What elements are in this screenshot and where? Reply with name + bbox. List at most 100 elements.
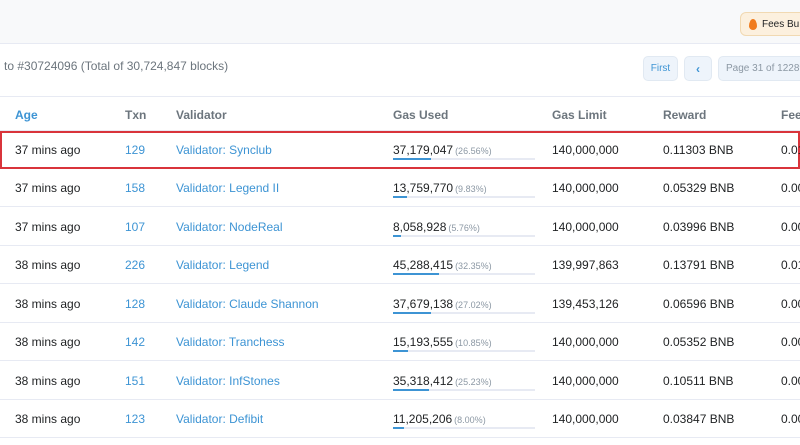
gas-limit-cell: 140,000,000 bbox=[552, 181, 619, 195]
txn-count-link[interactable]: 107 bbox=[125, 220, 146, 234]
age-cell: 37 mins ago bbox=[15, 143, 81, 157]
gas-used-bar-fill bbox=[393, 312, 432, 314]
gas-used-cell: 11,205,206 (8.00%) bbox=[393, 412, 486, 426]
reward-cell: 0.05329 BNB bbox=[663, 181, 735, 195]
txn-count-link[interactable]: 158 bbox=[125, 181, 146, 195]
gas-limit-cell: 140,000,000 bbox=[552, 412, 619, 426]
table-row: 37 mins ago 158 Validator: Legend II 13,759… bbox=[0, 169, 800, 207]
pagination: First ‹ Page 31 of 12289 bbox=[643, 56, 800, 81]
column-header-age[interactable]: Age bbox=[15, 108, 38, 122]
reward-cell: 0.03996 BNB bbox=[663, 220, 735, 234]
gas-used-bar bbox=[393, 427, 535, 429]
table-row: 38 mins ago 128 Validator: Claude Shannon 3… bbox=[0, 285, 800, 323]
validator-link[interactable]: Validator: InfStones bbox=[176, 374, 280, 388]
gas-used-value: 11,205,206 bbox=[393, 412, 453, 426]
column-header-txn: Txn bbox=[125, 108, 147, 122]
column-header-reward: Reward bbox=[663, 108, 707, 122]
reward-cell: 0.03847 BNB bbox=[663, 412, 735, 426]
table-header: Age Txn Validator Gas Used Gas Limit Rew… bbox=[0, 96, 800, 131]
gas-used-percent: (8.00%) bbox=[454, 415, 486, 425]
gas-limit-cell: 140,000,000 bbox=[552, 374, 619, 388]
gas-used-bar bbox=[393, 350, 535, 352]
validator-link[interactable]: Validator: Legend II bbox=[176, 181, 280, 195]
blocks-summary: to #30724096 (Total of 30,724,847 blocks… bbox=[4, 59, 229, 73]
gas-used-bar-fill bbox=[393, 273, 439, 275]
previous-page-button[interactable]: ‹ bbox=[684, 56, 712, 81]
gas-limit-cell: 140,000,000 bbox=[552, 220, 619, 234]
age-cell: 38 mins ago bbox=[15, 258, 81, 272]
fees-badge-label: Fees Bu bbox=[762, 18, 800, 30]
gas-limit-cell: 140,000,000 bbox=[552, 143, 619, 157]
fee-cell: 0.00 bbox=[781, 335, 800, 349]
fee-cell: 0.00 bbox=[781, 220, 800, 234]
table-row: 37 mins ago 129 Validator: Synclub 37,179,0… bbox=[0, 131, 800, 169]
age-cell: 37 mins ago bbox=[15, 220, 81, 234]
gas-used-value: 13,759,770 bbox=[393, 181, 454, 195]
gas-used-value: 37,179,047 bbox=[393, 143, 454, 157]
gas-used-percent: (25.23%) bbox=[455, 377, 492, 387]
reward-cell: 0.11303 BNB bbox=[663, 143, 734, 157]
age-cell: 37 mins ago bbox=[15, 181, 81, 195]
gas-limit-cell: 139,997,863 bbox=[552, 258, 619, 272]
txn-count-link[interactable]: 123 bbox=[125, 412, 146, 426]
gas-used-cell: 35,318,412 (25.23%) bbox=[393, 374, 492, 388]
gas-used-bar-fill bbox=[393, 158, 431, 160]
gas-limit-cell: 140,000,000 bbox=[552, 335, 619, 349]
gas-used-cell: 15,193,555 (10.85%) bbox=[393, 335, 492, 349]
txn-count-link[interactable]: 129 bbox=[125, 143, 146, 157]
txn-count-link[interactable]: 226 bbox=[125, 258, 146, 272]
gas-used-value: 37,679,138 bbox=[393, 297, 454, 311]
gas-used-bar bbox=[393, 235, 535, 237]
txn-count-link[interactable]: 128 bbox=[125, 297, 146, 311]
gas-used-cell: 45,288,415 (32.35%) bbox=[393, 258, 492, 272]
reward-cell: 0.06596 BNB bbox=[663, 297, 735, 311]
validator-link[interactable]: Validator: NodeReal bbox=[176, 220, 283, 234]
validator-link[interactable]: Validator: Defibit bbox=[176, 412, 264, 426]
gas-used-bar-fill bbox=[393, 389, 429, 391]
validator-link[interactable]: Validator: Tranchess bbox=[176, 335, 285, 349]
gas-used-bar-fill bbox=[393, 350, 409, 352]
fee-cell: 0.00 bbox=[781, 374, 800, 388]
gas-used-cell: 37,179,047 (26.56%) bbox=[393, 143, 492, 157]
gas-used-percent: (9.83%) bbox=[455, 184, 487, 194]
first-page-button[interactable]: First bbox=[643, 56, 678, 81]
fee-cell: 0.01 bbox=[781, 258, 800, 272]
gas-used-percent: (26.56%) bbox=[455, 146, 492, 156]
reward-cell: 0.10511 BNB bbox=[663, 374, 734, 388]
age-cell: 38 mins ago bbox=[15, 335, 81, 349]
table-row: 38 mins ago 151 Validator: InfStones 35,318… bbox=[0, 362, 800, 400]
gas-used-bar bbox=[393, 158, 535, 160]
table-row: 38 mins ago 226 Validator: Legend 45,288,41… bbox=[0, 246, 800, 284]
validator-link[interactable]: Validator: Legend bbox=[176, 258, 270, 272]
gas-used-bar bbox=[393, 196, 535, 198]
age-cell: 38 mins ago bbox=[15, 297, 81, 311]
fee-cell: 0.01 bbox=[781, 143, 800, 157]
fees-badge[interactable]: Fees Bu bbox=[740, 12, 800, 36]
gas-used-value: 45,288,415 bbox=[393, 258, 454, 272]
reward-cell: 0.05352 BNB bbox=[663, 335, 735, 349]
gas-used-value: 15,193,555 bbox=[393, 335, 454, 349]
gas-limit-cell: 139,453,126 bbox=[552, 297, 619, 311]
top-bar: Fees Bu bbox=[0, 0, 800, 44]
gas-used-cell: 8,058,928 (5.76%) bbox=[393, 220, 480, 234]
gas-used-value: 8,058,928 bbox=[393, 220, 447, 234]
validator-link[interactable]: Validator: Synclub bbox=[176, 143, 272, 157]
fee-cell: 0.00 bbox=[781, 412, 800, 426]
column-header-fee: Fee bbox=[781, 108, 800, 122]
txn-count-link[interactable]: 151 bbox=[125, 374, 146, 388]
gas-used-bar bbox=[393, 312, 535, 314]
gas-used-bar bbox=[393, 389, 535, 391]
gas-used-percent: (10.85%) bbox=[455, 338, 492, 348]
table-row: 37 mins ago 107 Validator: NodeReal 8,058,9… bbox=[0, 208, 800, 246]
gas-used-cell: 37,679,138 (27.02%) bbox=[393, 297, 492, 311]
gas-used-bar-fill bbox=[393, 427, 405, 429]
table-row: 38 mins ago 142 Validator: Tranchess 15,193… bbox=[0, 323, 800, 361]
column-header-validator: Validator bbox=[176, 108, 227, 122]
gas-used-bar-fill bbox=[393, 196, 407, 198]
fee-cell: 0.00 bbox=[781, 297, 800, 311]
validator-link[interactable]: Validator: Claude Shannon bbox=[176, 297, 319, 311]
flame-icon bbox=[749, 18, 757, 30]
txn-count-link[interactable]: 142 bbox=[125, 335, 146, 349]
column-header-gas-limit: Gas Limit bbox=[552, 108, 607, 122]
reward-cell: 0.13791 BNB bbox=[663, 258, 735, 272]
